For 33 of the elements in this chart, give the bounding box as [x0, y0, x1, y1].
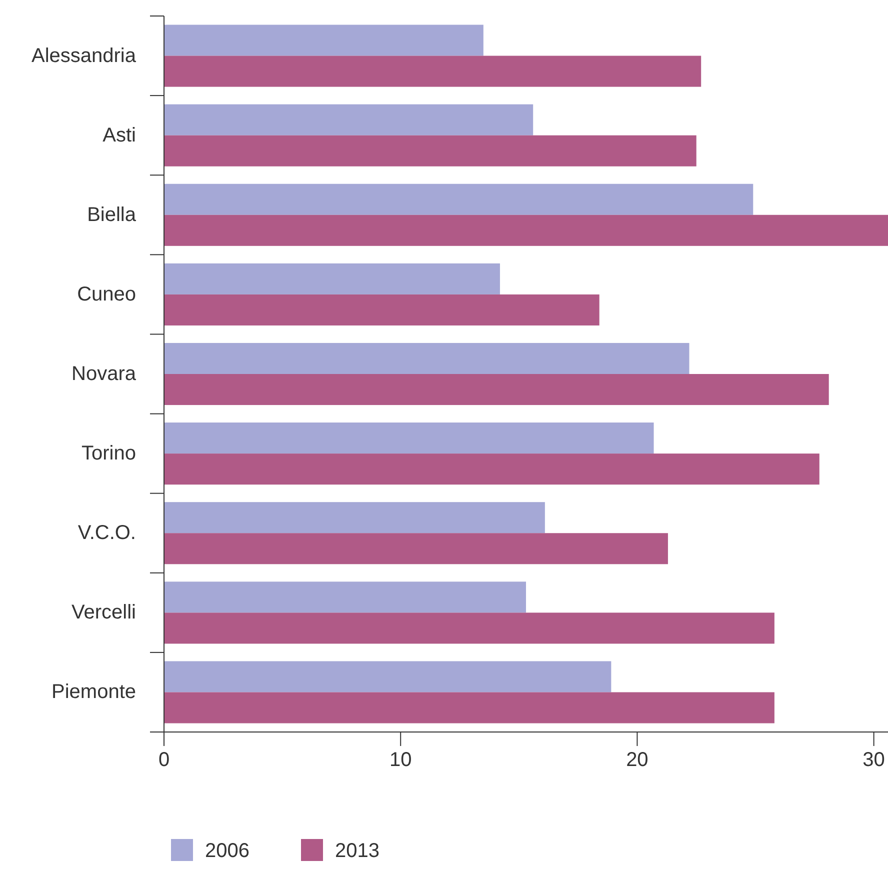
- bar: [164, 342, 690, 374]
- y-tick-label: Novara: [72, 363, 137, 385]
- y-tick-label: Cuneo: [77, 283, 136, 306]
- y-tick-label: Torino: [82, 442, 136, 465]
- bar: [164, 24, 484, 56]
- x-tick-label: 0: [158, 749, 170, 771]
- y-tick-label: Vercelli: [72, 602, 136, 624]
- x-tick-label: 20: [626, 749, 648, 771]
- bar: [164, 263, 500, 294]
- bar: [164, 582, 526, 613]
- bar: [164, 454, 820, 485]
- legend-label: 2013: [335, 840, 380, 862]
- x-tick-label: 30: [862, 749, 885, 771]
- y-tick-label: Biella: [87, 204, 137, 226]
- bar: [164, 56, 702, 87]
- bar: [164, 214, 888, 246]
- bar: [164, 422, 654, 454]
- bar: [164, 502, 545, 534]
- bar: [164, 184, 754, 215]
- y-tick-label: Asti: [102, 124, 136, 146]
- bar: [164, 374, 829, 406]
- legend-label: 2006: [205, 840, 250, 862]
- bar: [164, 692, 774, 724]
- y-tick-label: Alessandria: [31, 44, 137, 67]
- y-tick-label: V.C.O.: [78, 522, 136, 544]
- bar: [164, 104, 534, 136]
- bar: [164, 135, 696, 166]
- x-tick-label: 10: [389, 749, 412, 771]
- bar: [164, 661, 612, 692]
- bar: [164, 533, 668, 564]
- y-tick-label: Piemonte: [52, 681, 136, 704]
- bar: [164, 612, 774, 644]
- bar: [164, 294, 600, 326]
